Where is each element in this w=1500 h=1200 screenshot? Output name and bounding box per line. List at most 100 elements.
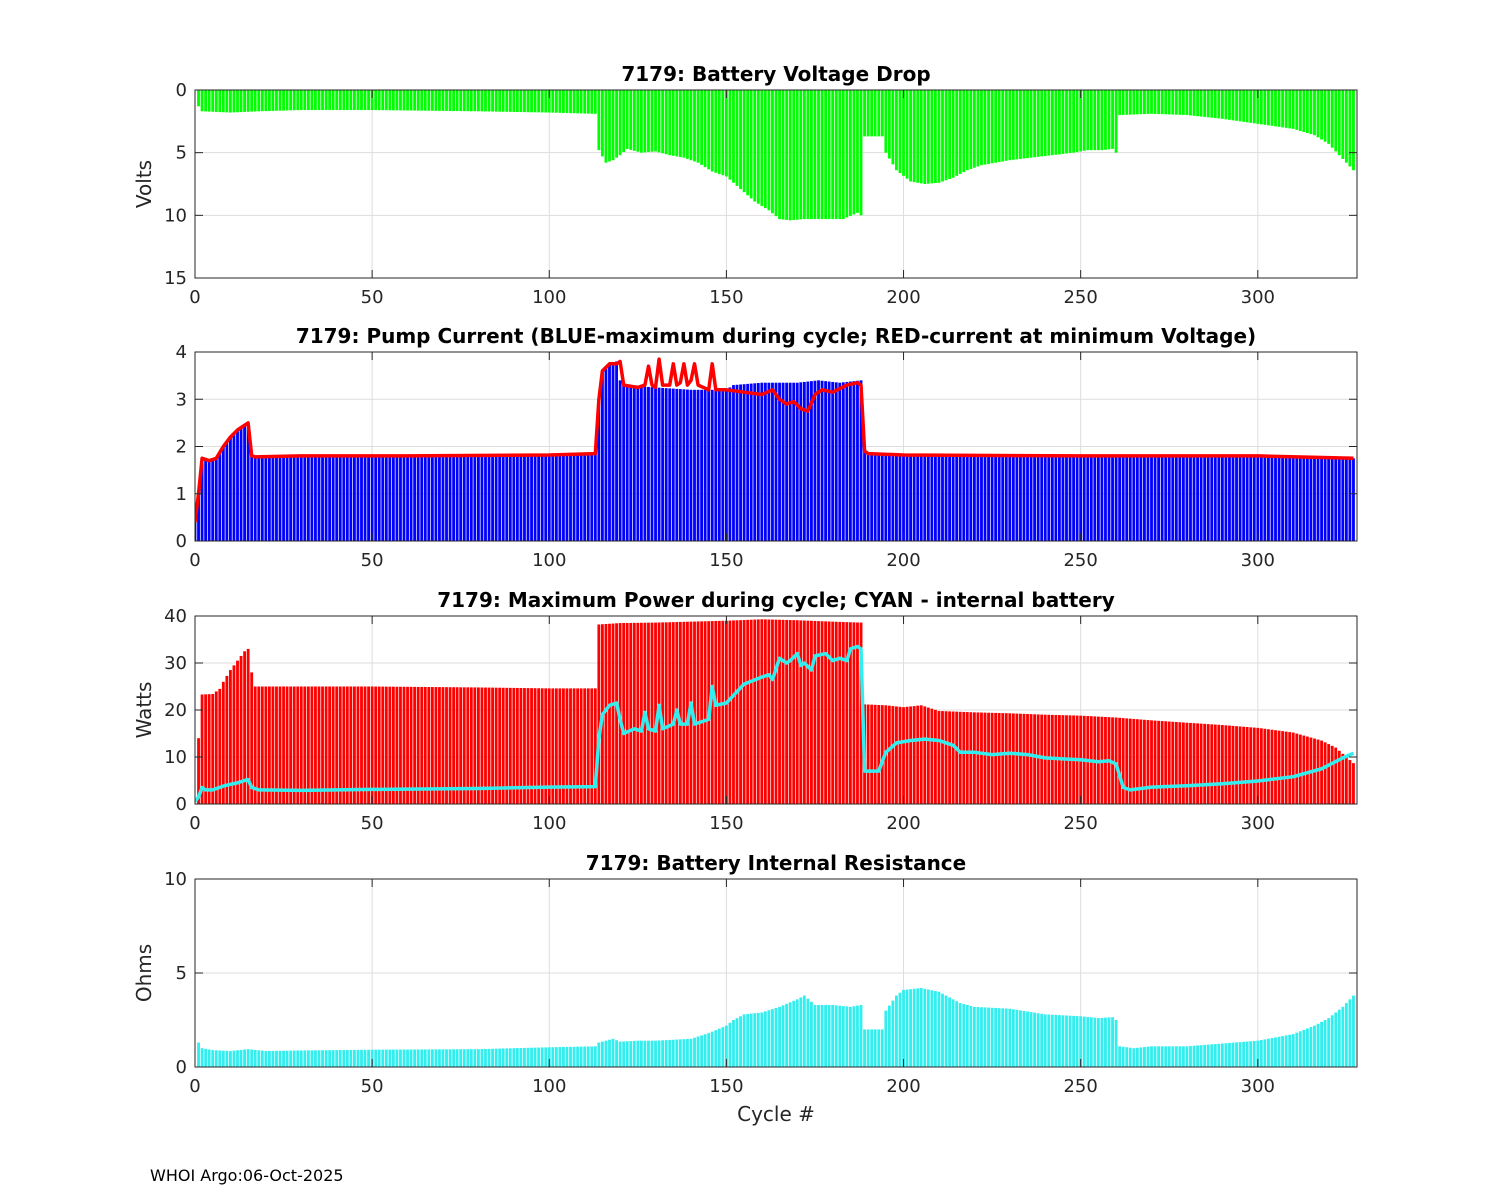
bar [459,1049,463,1067]
bar [214,1050,218,1067]
bar [1277,730,1281,804]
bar [632,1040,636,1067]
bar [898,454,902,541]
bar [824,621,828,804]
bar [859,380,863,541]
bar [788,382,792,541]
bar [1267,1038,1270,1067]
x-tick-label: 250 [1063,287,1097,308]
bar [1302,735,1306,804]
bar [983,1007,987,1067]
bar [831,381,835,541]
bar [523,90,526,113]
bar [391,90,395,111]
y-tick-label: 2 [176,437,187,458]
bar [462,455,466,541]
bar [576,454,580,541]
bar [462,1049,466,1067]
bar [909,706,913,804]
bar [1302,457,1306,541]
bar [1277,456,1281,541]
bar [1015,90,1019,160]
bar [1167,90,1171,115]
bar [1139,1047,1143,1067]
bar [600,370,604,541]
bar [1295,1032,1299,1067]
bar [1121,1046,1125,1067]
bar [972,1006,976,1067]
bar [625,90,629,149]
bar [232,433,236,541]
bar [703,1034,707,1067]
bar [870,453,874,541]
bar [824,381,828,541]
bar [1164,1046,1168,1067]
bar [430,687,434,804]
bar [647,1040,650,1067]
bar [728,620,732,804]
bar [824,90,828,220]
bar [604,367,608,541]
bar [1189,722,1192,804]
bar [593,90,597,114]
bar [296,455,300,541]
bar [1316,1023,1320,1067]
bar [593,1046,597,1067]
bar [1100,455,1104,541]
bar [409,455,413,541]
bar [1220,725,1224,804]
bar [969,712,973,804]
bar [441,90,445,111]
bar [778,382,781,541]
bar [1249,90,1253,123]
bar [1210,455,1214,541]
bar [512,90,516,112]
bar [416,455,420,541]
bar [778,619,781,804]
x-tick-label: 250 [1063,813,1097,834]
bar [795,999,799,1067]
bar [1199,90,1203,117]
bar [895,90,898,171]
bar [1259,90,1263,125]
bar [1327,90,1331,144]
bar [650,622,654,804]
bar [887,454,891,541]
bar [558,688,562,804]
bar [1107,1017,1111,1067]
bar [919,705,923,804]
bar [1274,456,1277,541]
bar [569,454,572,541]
bar [625,385,629,541]
bar [1128,90,1132,115]
bar [1029,455,1033,541]
bar [1298,457,1302,541]
chart-resistance: 0 50 100 150 200 250 300 0 5 10 7179: Battery Inte… [132,851,1358,1126]
bar [1291,456,1295,541]
bar [338,1050,342,1067]
bar [1058,90,1061,155]
bar [547,90,551,113]
bar [668,1039,672,1067]
bar [732,620,735,804]
bar [370,90,374,111]
y-axis-label: Watts [132,682,156,739]
y-tick-label: 15 [164,268,187,289]
bar [873,90,877,137]
chart-title: 7179: Battery Voltage Drop [621,62,930,86]
bar [551,1047,555,1067]
bar [1323,1020,1327,1067]
bar [615,361,618,541]
bar [395,455,399,541]
bar [608,623,611,804]
bar [243,425,247,541]
bar [310,686,314,804]
bar [395,686,399,804]
bar [1132,455,1136,541]
bar [926,455,930,541]
bar [1228,725,1231,804]
x-tick-label: 300 [1241,813,1275,834]
bar [335,90,339,111]
bar [848,381,852,541]
y-axis-label: Volts [132,160,156,208]
